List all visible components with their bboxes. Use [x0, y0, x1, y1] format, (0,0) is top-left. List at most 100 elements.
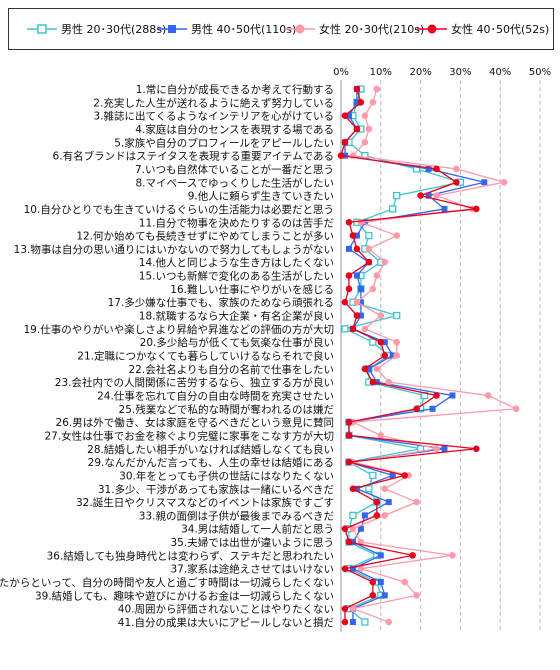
data-point	[345, 458, 353, 466]
legend-label-male-40-50: 男性 40･50代(110s)	[191, 23, 297, 36]
category-label: 4.家庭は自分のセンスを表現する場である	[135, 123, 334, 136]
category-label: 19.仕事のやりがいや楽しさより昇給や昇進などの評価の方が大切	[24, 323, 335, 336]
data-point	[353, 125, 361, 133]
data-point	[353, 485, 360, 492]
category-label: 32.誕生日やクリスマスなどのイベントは家族ですごす	[76, 496, 334, 509]
category-label: 18.就職するなら大企業・有名企業が良い	[139, 310, 334, 323]
data-point	[361, 618, 369, 626]
category-label: 6.有名ブランドはステイタスを表現する重要アイテムである	[53, 150, 334, 163]
data-point	[353, 272, 360, 279]
data-point	[481, 179, 488, 186]
data-point	[357, 218, 365, 226]
data-point	[361, 325, 369, 333]
data-point	[345, 285, 353, 293]
data-point	[345, 112, 352, 119]
data-point	[484, 392, 492, 399]
category-label: 22.会社名よりも自分の名前で仕事をしたい	[129, 363, 335, 376]
category-label: 11.自分で物事を決めたりするのは苦手だ	[139, 216, 334, 229]
x-tick-label: 50%	[529, 67, 551, 78]
data-point	[345, 272, 353, 279]
category-label: 12.何か始めても長続きせずにやめてしまうことが多い	[76, 230, 334, 243]
data-point	[361, 139, 369, 146]
data-point	[433, 165, 440, 173]
data-point	[373, 365, 381, 373]
data-point	[449, 392, 456, 399]
category-label: 35.夫婦では出世が違いように思う	[171, 536, 335, 549]
data-point	[393, 311, 401, 320]
data-point	[365, 258, 373, 266]
x-tick-label: 10%	[370, 67, 392, 78]
x-axis-ticks: 0% 10% 20% 30% 40% 50%	[333, 67, 551, 78]
data-point	[345, 418, 353, 426]
category-label: 15.いつも新鮮で変化のある生活がしたい	[139, 270, 334, 283]
data-point	[357, 312, 364, 319]
series-1	[341, 86, 488, 625]
data-point	[512, 405, 520, 413]
data-point	[373, 85, 381, 93]
data-point	[377, 579, 384, 586]
data-point	[349, 511, 357, 520]
category-label: 25.残業などで私的な時間が奪われるのは嫌だ	[119, 403, 334, 416]
legend-swatch-male-20-30	[27, 24, 57, 34]
data-point	[357, 99, 365, 106]
data-point	[381, 339, 388, 346]
data-point	[433, 392, 440, 399]
data-point	[425, 165, 432, 172]
category-label: 13.物事は自分の思い通りにはいかないので努力してもしょうがない	[14, 243, 334, 256]
category-label: 17.多少嫌な仕事でも、家族のためなら頑張れる	[108, 296, 334, 309]
category-label: 14.他人と同じような生き方はしたくない	[139, 256, 334, 269]
data-point	[381, 512, 389, 519]
data-point	[361, 112, 369, 119]
legend-swatch-male-40-50	[157, 25, 187, 33]
data-point	[401, 578, 408, 586]
data-point	[409, 552, 416, 559]
data-point	[349, 525, 357, 533]
grid-lines	[340, 80, 541, 632]
category-label: 39.結婚しても、趣味や遊びにかけるお金は一切減らしたくない	[35, 589, 334, 602]
data-point	[441, 205, 448, 212]
data-point	[369, 99, 377, 106]
data-point	[349, 565, 356, 572]
data-point	[357, 285, 364, 292]
data-point	[341, 325, 349, 333]
data-point	[449, 552, 456, 559]
category-labels: 1.常に自分が成長できるか考えて行動する2.充実した人生が送れるように絶えず努力…	[0, 83, 334, 629]
data-point	[377, 338, 385, 346]
data-point	[341, 139, 349, 146]
category-label: 1.常に自分が成長できるか考えて行動する	[136, 83, 334, 96]
data-point	[369, 592, 377, 599]
x-tick-label: 20%	[409, 67, 431, 78]
data-point	[365, 125, 373, 133]
category-label: 9.他人に頼らず生きていきたい	[188, 190, 334, 203]
data-point	[369, 378, 377, 386]
data-point	[365, 231, 373, 240]
data-point	[369, 338, 377, 346]
data-point	[353, 85, 361, 93]
series-layer	[337, 85, 520, 626]
data-point	[453, 165, 460, 173]
data-point	[345, 432, 353, 439]
data-point	[441, 445, 448, 452]
category-label: 3.雑誌に出てくるようなインテリアを心がけている	[94, 110, 335, 123]
category-label: 40.周囲から評価されないことはやりたくない	[118, 603, 334, 616]
data-point	[353, 298, 361, 306]
data-point	[369, 578, 377, 586]
data-point	[373, 379, 380, 386]
data-point	[389, 205, 397, 213]
category-label: 30.年をとっても子供の世話にはなりたくない	[119, 469, 334, 482]
data-point	[341, 112, 349, 119]
data-point	[381, 592, 388, 599]
category-label: 8.マイペースでゆっくりした生活がしたい	[136, 176, 335, 189]
category-label: 28.結婚したい相手がいなければ結婚しなくても良い	[87, 443, 334, 456]
data-point	[341, 525, 349, 533]
data-point	[357, 299, 364, 306]
category-label: 31.多少、干渉があっても家族は一緒にいるべきだ	[98, 483, 334, 496]
data-point	[381, 258, 389, 266]
data-point	[425, 192, 432, 199]
data-point	[389, 472, 396, 479]
data-point	[365, 365, 372, 372]
data-point	[357, 565, 365, 572]
category-label: 23.会社内での人間関係に苦労するなら、独立する方が良い	[55, 376, 334, 389]
data-point	[345, 218, 353, 226]
data-point	[373, 498, 381, 506]
